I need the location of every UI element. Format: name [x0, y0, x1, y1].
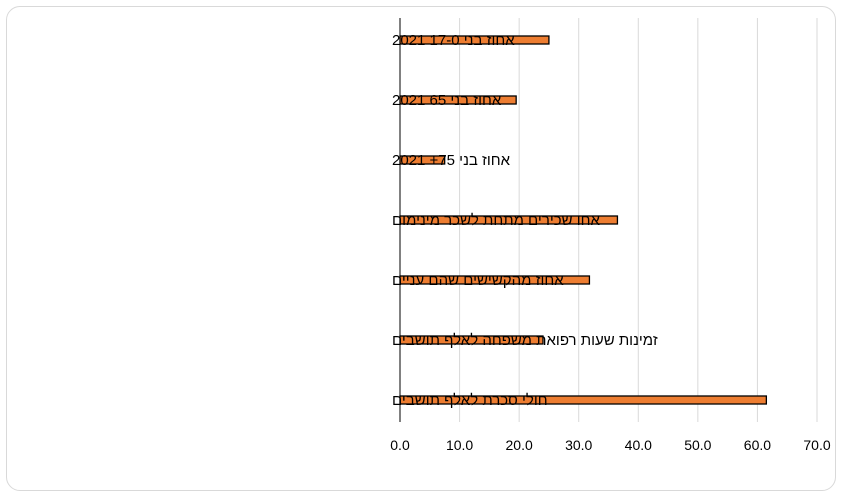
x-tick-label: 0.0 [390, 437, 410, 453]
x-tick-label: 20.0 [506, 437, 533, 453]
x-tick-label: 60.0 [744, 437, 771, 453]
category-label: אחוז בני 17-0 2021 [392, 32, 515, 49]
category-label: אחוז בני 75+ 2021 [392, 152, 511, 169]
category-label: אחו שכירים מתחת לשכר מינימום [392, 212, 600, 229]
x-tick-labels: 0.0 10.0 20.0 30.0 40.0 50.0 60.0 70.0 [390, 437, 831, 453]
x-tick-label: 30.0 [565, 437, 592, 453]
category-label: אחוז בני 65 2021 [392, 92, 502, 109]
category-labels: אחוז בני 17-0 2021 אחוז בני 65 2021 אחוז ב… [392, 32, 658, 409]
category-label: אחוז מהקשישים שהם עניים [392, 272, 564, 289]
gridlines [459, 18, 818, 422]
x-tick-label: 50.0 [684, 437, 711, 453]
x-tick-label: 40.0 [625, 437, 652, 453]
category-label: זמינות שעות רפואת משפחה לאלף תושבים [392, 332, 658, 349]
x-tick-label: 70.0 [803, 437, 830, 453]
x-tick-label: 10.0 [446, 437, 473, 453]
category-label: חולי סכרת לאלף תושבים [392, 392, 548, 409]
